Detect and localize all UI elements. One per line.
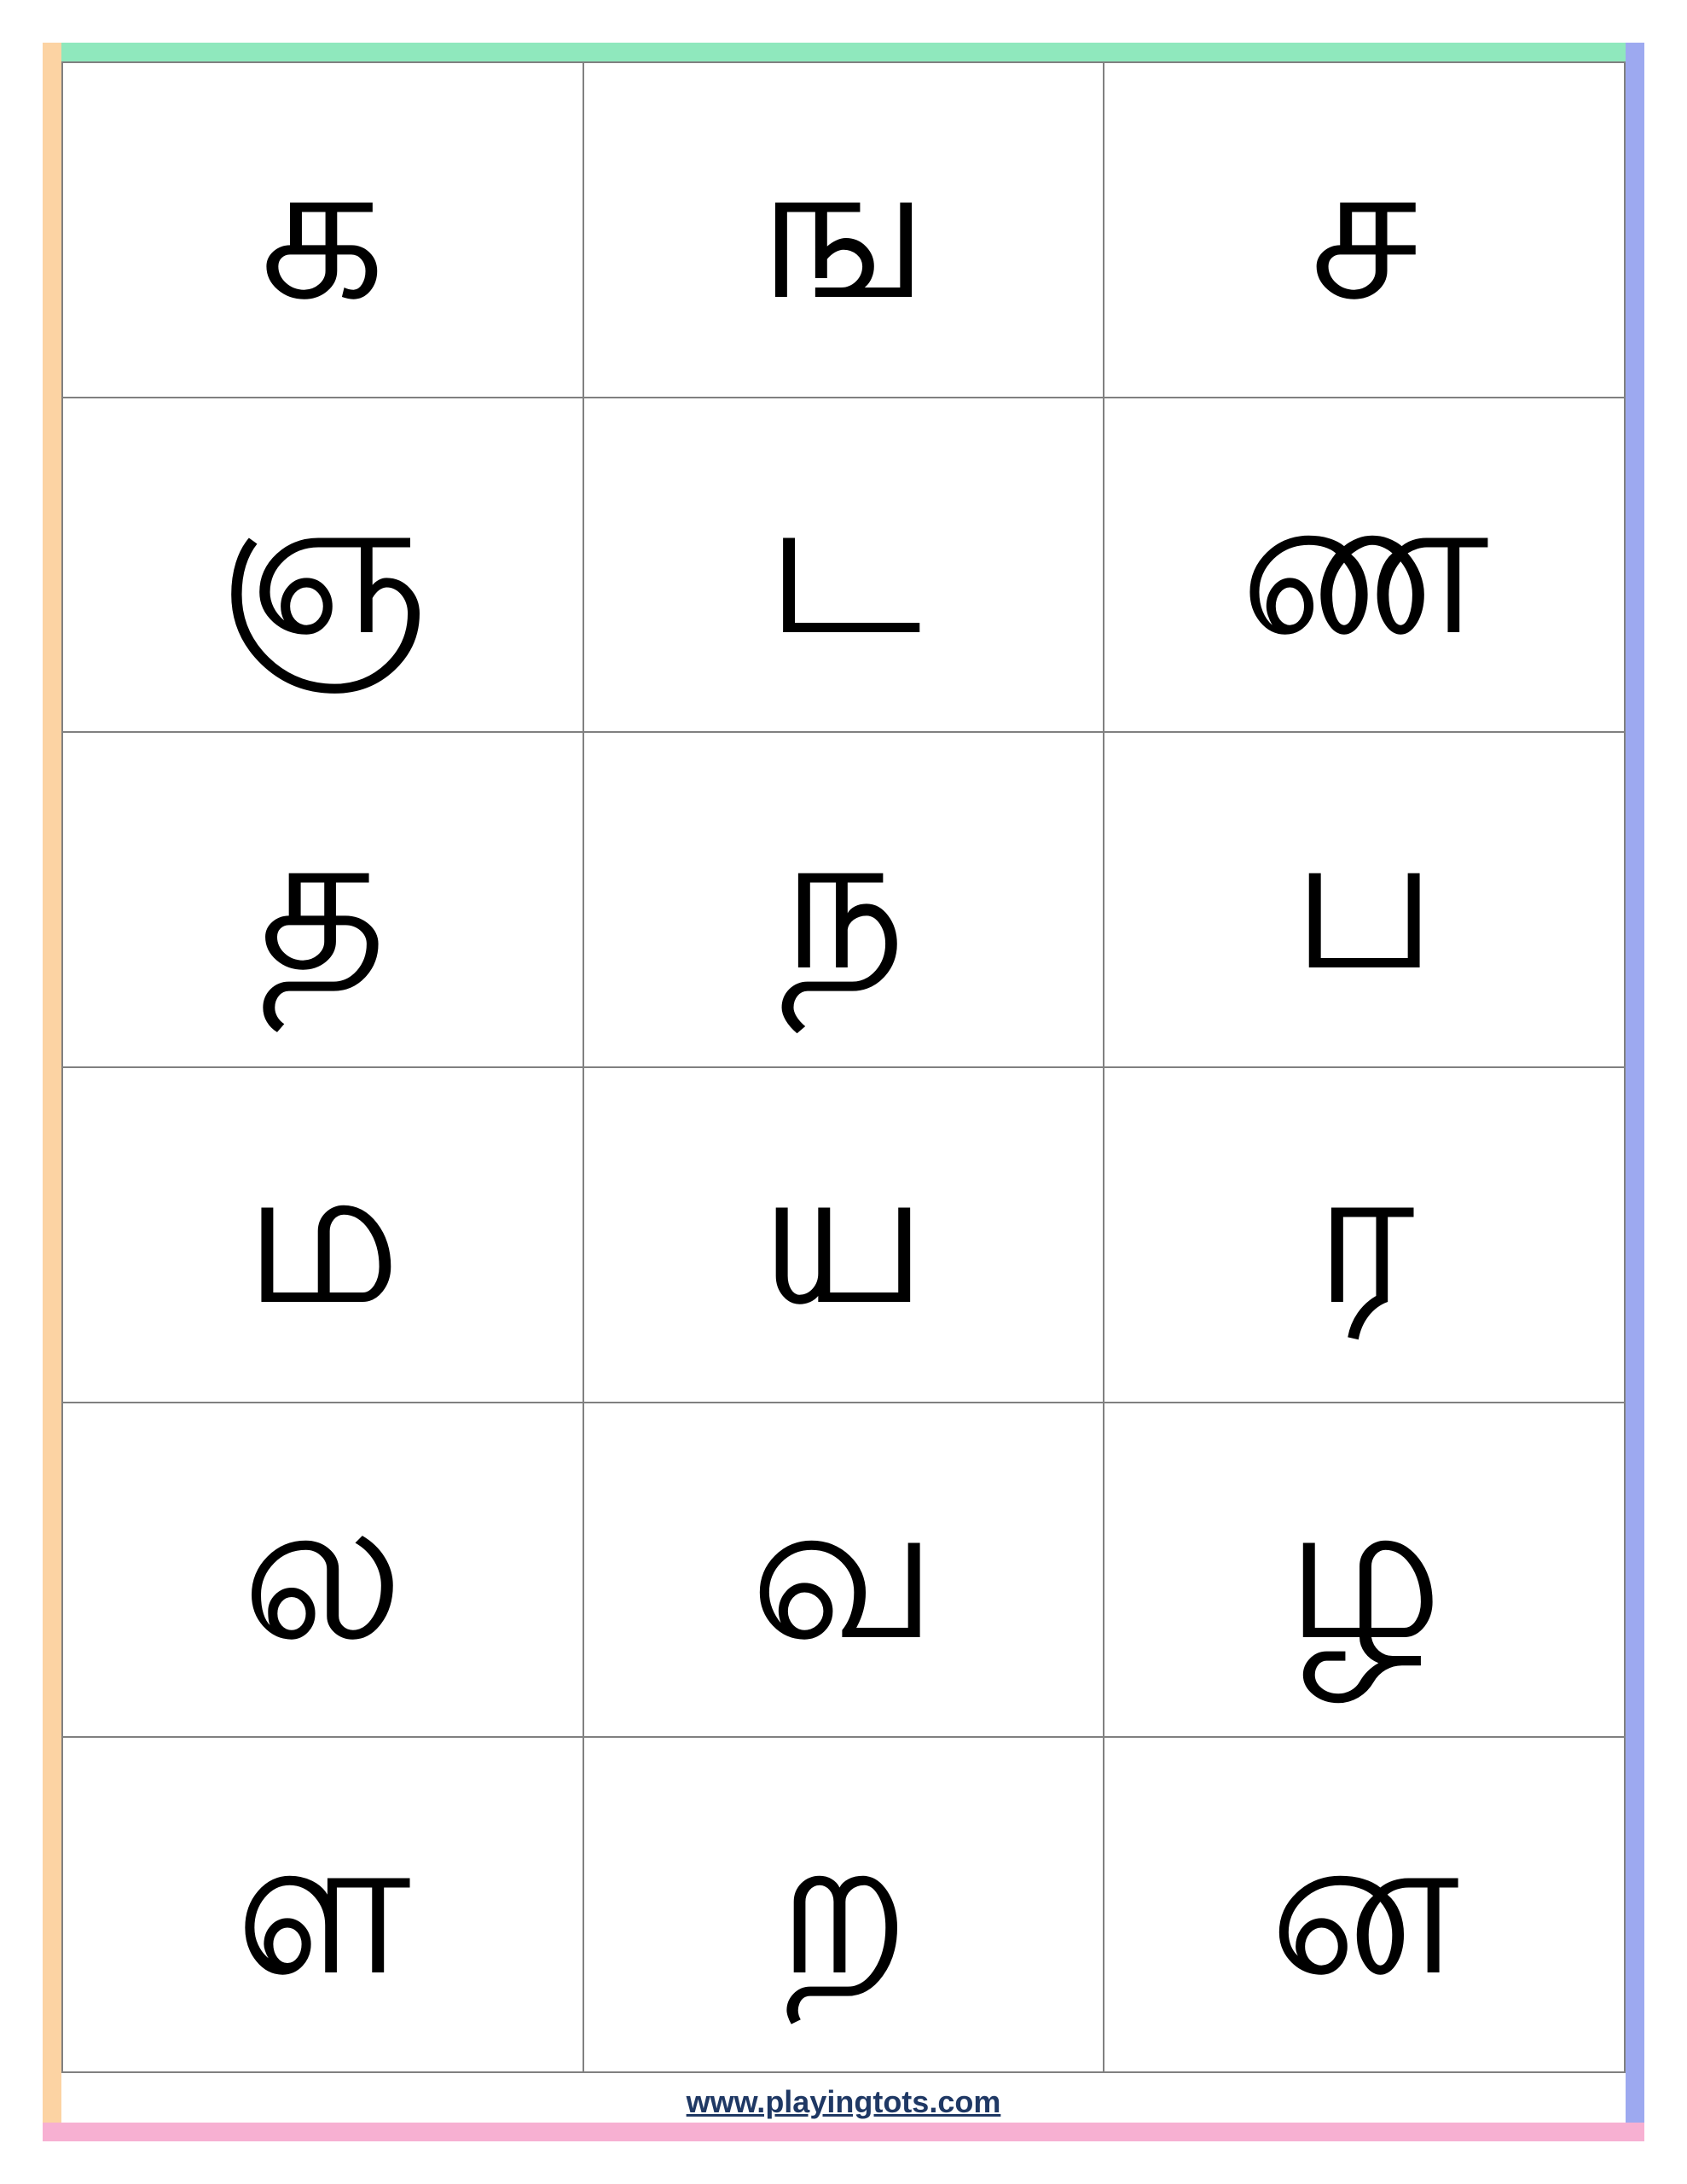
letter-cell: ங: [583, 62, 1104, 398]
letter-cell: ற: [583, 1737, 1104, 2072]
letter-cell: ம: [62, 1067, 583, 1403]
border-right: [1626, 43, 1644, 2141]
content-area: க ங ச ஞ ட ண த ந ப ம ய ர ல வ ழ ள ற ன: [61, 61, 1626, 2073]
letter-cell: ல: [62, 1403, 583, 1738]
letter-cell: ப: [1104, 732, 1625, 1067]
letter-cell: ய: [583, 1067, 1104, 1403]
border-top: [43, 43, 1644, 61]
letter-cell: ர: [1104, 1067, 1625, 1403]
letter-cell: ள: [62, 1737, 583, 2072]
border-bottom: [43, 2123, 1644, 2141]
letter-cell: ழ: [1104, 1403, 1625, 1738]
letter-cell: ன: [1104, 1737, 1625, 2072]
letter-grid: க ங ச ஞ ட ண த ந ப ம ய ர ல வ ழ ள ற ன: [61, 61, 1626, 2073]
letter-cell: ண: [1104, 398, 1625, 733]
letter-cell: வ: [583, 1403, 1104, 1738]
letter-cell: த: [62, 732, 583, 1067]
footer-url[interactable]: www.playingtots.com: [687, 2084, 1001, 2119]
letter-cell: ந: [583, 732, 1104, 1067]
letter-cell: ச: [1104, 62, 1625, 398]
border-left: [43, 43, 61, 2141]
letter-cell: ட: [583, 398, 1104, 733]
letter-cell: ஞ: [62, 398, 583, 733]
letter-cell: க: [62, 62, 583, 398]
footer: www.playingtots.com: [0, 2084, 1687, 2120]
